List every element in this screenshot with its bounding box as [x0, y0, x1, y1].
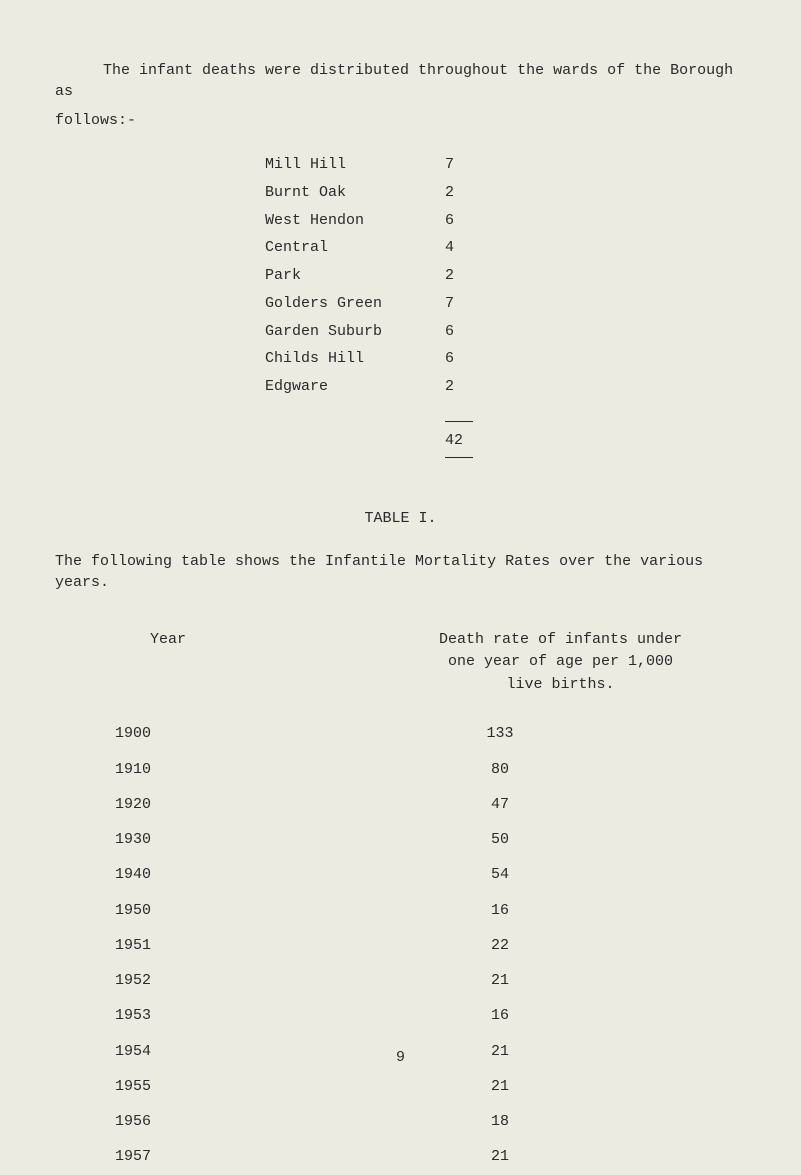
rate-cell: 22	[470, 928, 530, 963]
year-cell: 1956	[115, 1104, 470, 1139]
ward-value: 6	[445, 318, 485, 346]
wards-table: Mill Hill 7 Burnt Oak 2 West Hendon 6 Ce…	[265, 151, 746, 401]
rate-header-line: live births.	[506, 676, 614, 693]
year-cell: 1955	[115, 1069, 470, 1104]
wards-total: 42	[445, 430, 746, 451]
year-cell: 1950	[115, 893, 470, 928]
table-row: Edgware 2	[265, 373, 746, 401]
table-row: Golders Green 7	[265, 290, 746, 318]
rate-cell: 47	[470, 787, 530, 822]
rate-cell: 21	[470, 1139, 530, 1174]
table-row: 1952 21	[115, 963, 746, 998]
year-cell: 1952	[115, 963, 470, 998]
year-cell: 1953	[115, 998, 470, 1033]
ward-value: 2	[445, 262, 485, 290]
year-cell: 1930	[115, 822, 470, 857]
table-row: Garden Suburb 6	[265, 318, 746, 346]
ward-value: 2	[445, 373, 485, 401]
table-row: Childs Hill 6	[265, 345, 746, 373]
rate-header: Death rate of infants under one year of …	[375, 629, 746, 697]
table-row: 1951 22	[115, 928, 746, 963]
ward-value: 6	[445, 207, 485, 235]
rate-cell: 50	[470, 822, 530, 857]
table-row: 1900 133	[115, 716, 746, 751]
ward-name: West Hendon	[265, 207, 445, 235]
table-row: Park 2	[265, 262, 746, 290]
page-number: 9	[0, 1047, 801, 1068]
ward-name: Childs Hill	[265, 345, 445, 373]
total-rule-top	[445, 421, 473, 422]
ward-name: Mill Hill	[265, 151, 445, 179]
ward-value: 6	[445, 345, 485, 373]
table-row: West Hendon 6	[265, 207, 746, 235]
table-row: 1930 50	[115, 822, 746, 857]
rate-header-line: Death rate of infants under	[439, 631, 682, 648]
table-heading: TABLE I.	[55, 508, 746, 529]
year-cell: 1940	[115, 857, 470, 892]
table-row: 1957 21	[115, 1139, 746, 1174]
year-cell: 1920	[115, 787, 470, 822]
ward-value: 2	[445, 179, 485, 207]
rate-cell: 54	[470, 857, 530, 892]
rate-cell: 80	[470, 752, 530, 787]
ward-value: 7	[445, 290, 485, 318]
rate-cell: 18	[470, 1104, 530, 1139]
year-cell: 1900	[115, 716, 470, 751]
rate-header-line: one year of age per 1,000	[448, 653, 673, 670]
table-row: 1953 16	[115, 998, 746, 1033]
ward-name: Park	[265, 262, 445, 290]
rate-cell: 21	[470, 963, 530, 998]
ward-name: Edgware	[265, 373, 445, 401]
intro-line-1: The infant deaths were distributed throu…	[55, 60, 746, 102]
table-row: 1920 47	[115, 787, 746, 822]
intro-line-2: follows:-	[55, 110, 746, 131]
table-row: Central 4	[265, 234, 746, 262]
rate-cell: 133	[470, 716, 530, 751]
ward-name: Central	[265, 234, 445, 262]
table-row: 1910 80	[115, 752, 746, 787]
year-cell: 1910	[115, 752, 470, 787]
table-row: 1950 16	[115, 893, 746, 928]
year-cell: 1951	[115, 928, 470, 963]
table-row: 1940 54	[115, 857, 746, 892]
total-rule-bottom	[445, 457, 473, 458]
rate-cell: 16	[470, 893, 530, 928]
ward-name: Garden Suburb	[265, 318, 445, 346]
table-row: 1956 18	[115, 1104, 746, 1139]
ward-value: 7	[445, 151, 485, 179]
table-header-row: Year Death rate of infants under one yea…	[55, 629, 746, 697]
table-row: 1955 21	[115, 1069, 746, 1104]
table-row: Burnt Oak 2	[265, 179, 746, 207]
year-header: Year	[55, 629, 375, 697]
mortality-table: 1900 133 1910 80 1920 47 1930 50 1940 54…	[115, 716, 746, 1174]
year-cell: 1957	[115, 1139, 470, 1174]
rate-cell: 21	[470, 1069, 530, 1104]
ward-name: Golders Green	[265, 290, 445, 318]
table-row: Mill Hill 7	[265, 151, 746, 179]
table-subtext: The following table shows the Infantile …	[55, 551, 746, 593]
rate-cell: 16	[470, 998, 530, 1033]
ward-name: Burnt Oak	[265, 179, 445, 207]
ward-value: 4	[445, 234, 485, 262]
